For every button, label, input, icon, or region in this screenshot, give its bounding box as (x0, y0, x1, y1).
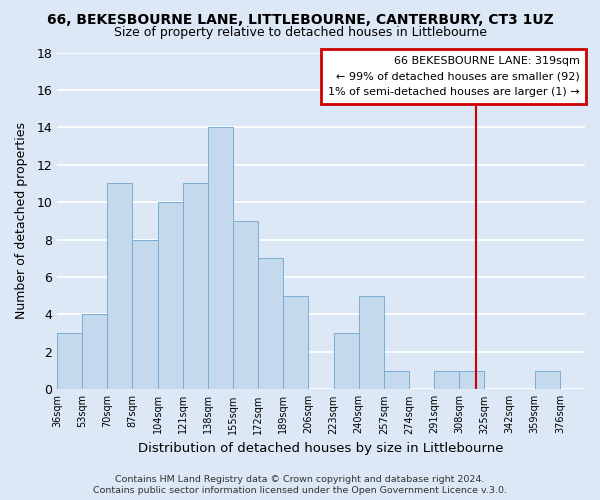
Text: Contains public sector information licensed under the Open Government Licence v.: Contains public sector information licen… (93, 486, 507, 495)
Bar (460, 370, 484, 390)
Text: Contains HM Land Registry data © Crown copyright and database right 2024.: Contains HM Land Registry data © Crown c… (115, 475, 485, 484)
Y-axis label: Number of detached properties: Number of detached properties (15, 122, 28, 320)
Bar (208, 128, 233, 390)
Bar (535, 370, 560, 390)
Bar (258, 258, 283, 390)
Bar (233, 221, 258, 390)
Bar (434, 370, 460, 390)
Text: 66, BEKESBOURNE LANE, LITTLEBOURNE, CANTERBURY, CT3 1UZ: 66, BEKESBOURNE LANE, LITTLEBOURNE, CANT… (47, 12, 553, 26)
Bar (57, 333, 82, 390)
Bar (82, 314, 107, 390)
Bar (384, 370, 409, 390)
Bar (183, 184, 208, 390)
Text: 66 BEKESBOURNE LANE: 319sqm
← 99% of detached houses are smaller (92)
1% of semi: 66 BEKESBOURNE LANE: 319sqm ← 99% of det… (328, 56, 580, 97)
Bar (107, 184, 133, 390)
Bar (158, 202, 183, 390)
Bar (334, 333, 359, 390)
Text: Size of property relative to detached houses in Littlebourne: Size of property relative to detached ho… (113, 26, 487, 39)
X-axis label: Distribution of detached houses by size in Littlebourne: Distribution of detached houses by size … (138, 442, 504, 455)
Bar (359, 296, 384, 390)
Bar (133, 240, 158, 390)
Bar (283, 296, 308, 390)
